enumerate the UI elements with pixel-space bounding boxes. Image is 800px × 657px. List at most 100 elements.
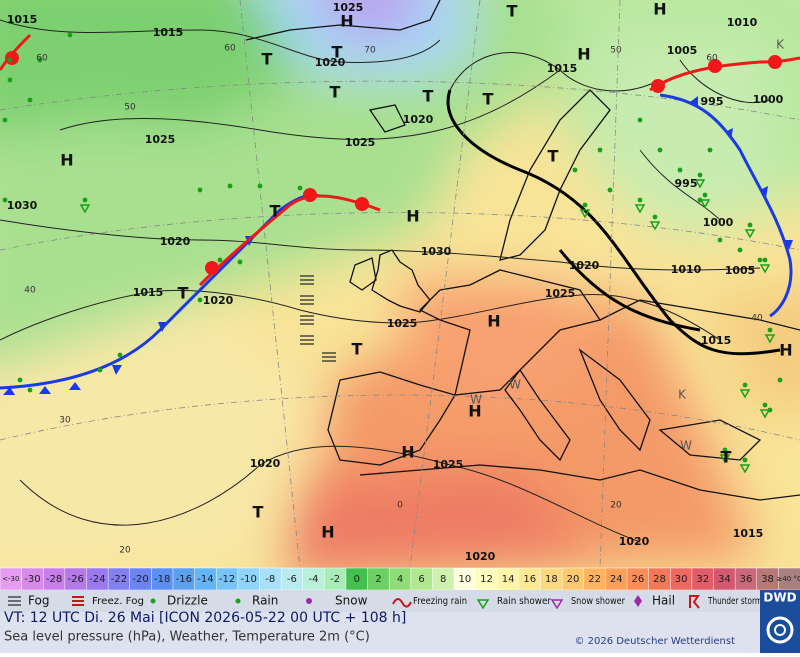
scale-label: -12 [219,574,235,585]
pressure-label: 1020 [250,457,281,470]
legend-icon [150,598,156,604]
low-pressure: T [721,448,732,467]
temperature-label: 50 [124,103,136,113]
temperature-label: 30 [59,416,71,426]
legend-label: Thunder storm [707,596,762,607]
rain-dot [707,147,713,153]
shower-triangle [699,199,711,209]
scale-label: 16 [523,574,536,585]
rain-dot [227,183,233,189]
scale-label: 6 [418,574,424,585]
scale-label: -24 [89,574,105,585]
rain-dot [2,197,8,203]
shower-triangle [744,229,756,239]
legend-icon [72,596,84,606]
scale-label: 28 [653,574,666,585]
pressure-label: 1020 [315,56,346,69]
temperature-label: 50 [610,46,622,56]
rain-dot [757,257,763,263]
shower-dot [747,222,753,228]
scale-label: -8 [265,574,275,585]
shower-dot [722,447,728,453]
pressure-label: 1020 [465,550,496,563]
shower-triangle [79,204,91,214]
high-pressure: H [577,45,590,64]
shower-triangle [649,221,661,231]
rain-dot [27,387,33,393]
scale-label: 38 [761,574,774,585]
legend-icon [689,595,700,609]
pressure-label: 1020 [160,235,191,248]
rain-dot [297,185,303,191]
rain-dot [197,187,203,193]
logo-icon [766,616,794,644]
temperature-label: 60 [36,54,48,64]
shower-dot [762,257,768,263]
coastlines [245,0,800,501]
rain-dot [657,147,663,153]
pressure-label: 1030 [7,199,38,212]
low-pressure: T [253,503,264,522]
low-pressure: T [507,2,518,21]
rain-dot [7,57,13,63]
pressure-label: 1000 [753,93,784,106]
shower-triangle [694,179,706,189]
rain-dot [197,297,203,303]
copyright: © 2026 Deutscher Wetterdienst [574,636,735,647]
legend-icon [306,598,312,604]
pressure-label: 1015 [7,13,38,26]
scale-label: 30 [675,574,688,585]
pressure-label: 1015 [733,527,764,540]
scale-label: -2 [330,574,340,585]
scale-label: ≥40 °C [776,575,800,583]
shower-triangle [719,454,731,464]
rain-dot [217,257,223,263]
scale-label: 0 [354,574,360,585]
high-pressure: H [401,443,414,462]
scale-label: 18 [545,574,558,585]
pressure-label: 1005 [725,264,756,277]
rain-dot [597,147,603,153]
high-pressure: H [60,151,73,170]
legend-label: Fog [28,594,49,608]
temperature-label: 60 [224,44,236,54]
pressure-label: 1010 [727,16,758,29]
rain-dot [67,32,73,38]
high-pressure: H [468,402,481,421]
shower-dot [702,192,708,198]
weather-letter: W [509,378,521,392]
rain-dot [257,183,263,189]
legend-label: Drizzle [167,594,208,608]
high-pressure: H [321,523,334,542]
shower-dot [697,172,703,178]
temperature-label: 20 [119,546,131,556]
scale-label: 20 [567,574,580,585]
shower-dot [742,457,748,463]
shower-dot [652,214,658,220]
shower-dot [82,197,88,203]
rain-dot [27,97,33,103]
shower-triangle [579,209,591,219]
map-area: 1015 1025 1010 1015 1020 1005 1015 995 1000 1020 1… [0,0,800,568]
rain-dot [7,77,13,83]
rain-dot [117,352,123,358]
scale-label: 10 [458,574,471,585]
pressure-label: 1015 [153,26,184,39]
temperature-label: 20 [610,501,622,511]
low-pressure: T [548,147,559,166]
scale-label: -4 [309,574,319,585]
scale-label: -14 [197,574,213,585]
scale-label: 24 [610,574,623,585]
scale-label: 14 [502,574,515,585]
legend-label: Freezing rain [413,596,467,607]
scale-label: -30 [24,574,40,585]
low-pressure: T [270,202,281,221]
scale-label: -22 [111,574,127,585]
legend-label: Rain [252,594,278,608]
rain-dot [97,367,103,373]
pressure-label: 1005 [667,44,698,57]
pressure-label: 1015 [701,334,732,347]
scale-label: 12 [480,574,493,585]
legend-label: Snow shower [571,596,626,607]
pressure-label: 1025 [387,317,418,330]
